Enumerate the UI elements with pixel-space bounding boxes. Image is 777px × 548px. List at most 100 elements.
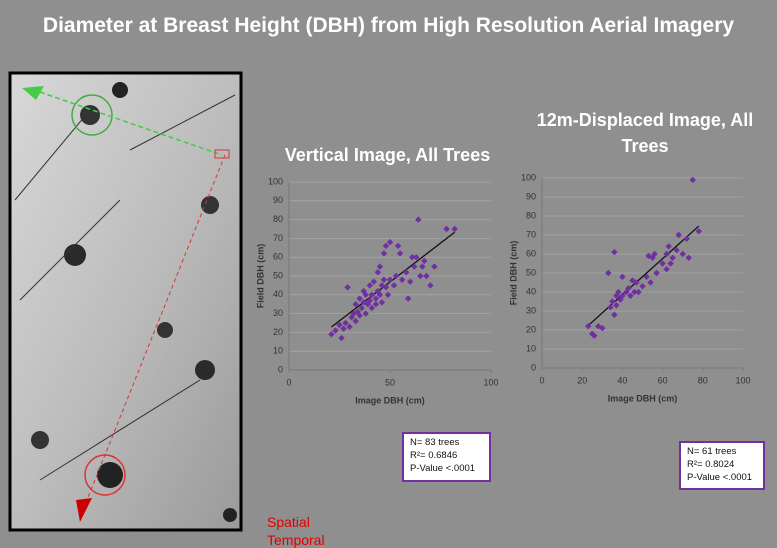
data-point [392,272,400,280]
stats-line: P-Value <.0001 [687,472,753,483]
data-point [623,288,630,296]
data-point [380,276,388,283]
data-point [665,243,672,250]
data-point [625,285,632,292]
data-point [669,254,676,261]
chart-title: 12m-Displaced Image, All Trees [536,110,754,156]
y-tick-label: 70 [273,233,283,243]
data-point [352,317,359,325]
stats-line: P-Value <.0001 [410,463,476,474]
data-point [368,304,376,312]
chart-title: Vertical Image, All Trees [284,145,491,165]
data-point [404,295,412,302]
data-point [421,257,428,265]
x-axis-label: Image DBH (cm) [355,395,425,405]
data-point [352,301,359,308]
y-tick-label: 20 [526,324,536,334]
x-tick-label: 20 [577,375,587,385]
note-text: Spatial [267,514,310,530]
trend-line [587,225,700,327]
x-tick-label: 60 [658,375,668,385]
data-point [615,288,622,296]
data-point [685,254,692,261]
data-point [643,273,650,280]
data-point [402,269,410,276]
data-point [368,291,376,298]
y-tick-label: 20 [273,327,283,337]
data-point [374,269,382,276]
data-point [336,321,343,329]
data-point [675,231,682,239]
data-point [372,301,380,308]
data-point [417,272,424,280]
data-point [427,282,434,289]
data-point [382,284,390,291]
data-point [362,310,369,317]
data-point [332,327,339,334]
aerial-image [8,71,243,532]
data-point [423,272,430,280]
y-axis-label: Field DBH (cm) [508,241,518,306]
x-tick-label: 0 [539,375,544,385]
stats-line: N= 83 trees [410,437,460,448]
y-tick-label: 80 [273,214,283,224]
y-tick-label: 30 [526,305,536,315]
data-point [415,216,422,223]
data-point [356,312,363,319]
stats-line: R²= 0.8024 [687,459,735,470]
data-point [649,254,656,261]
data-point [647,279,654,286]
data-point [419,263,426,270]
y-tick-label: 10 [526,343,536,353]
data-point [695,228,702,235]
data-point [611,311,618,318]
data-point [633,279,640,286]
y-tick-label: 60 [273,252,283,262]
y-tick-label: 50 [526,267,536,277]
data-point [380,250,388,257]
x-tick-label: 50 [385,377,395,387]
note-text: Temporal [267,532,325,548]
data-point [609,298,616,305]
y-tick-label: 60 [526,248,536,258]
data-point [386,238,394,246]
data-point [328,331,335,338]
data-point [679,250,686,258]
y-tick-label: 0 [531,362,536,372]
data-point [413,254,420,261]
data-point [443,225,450,233]
data-point [362,291,369,298]
stats-line: N= 61 trees [687,446,737,457]
data-point [663,250,670,258]
y-tick-label: 100 [521,172,536,182]
data-point [376,291,384,298]
data-point [667,260,674,267]
y-axis-label: Field DBH (cm) [255,244,265,309]
data-point [372,295,380,302]
data-point [394,242,402,250]
data-point [366,297,373,304]
y-tick-label: 70 [526,229,536,239]
data-point [411,263,418,270]
data-point [599,324,606,332]
data-point [346,323,353,330]
data-point [653,269,660,277]
data-point [629,277,636,284]
data-point [631,288,638,296]
y-tick-label: 40 [526,286,536,296]
data-point [619,292,626,299]
data-point [344,284,351,291]
y-tick-label: 80 [526,210,536,220]
slide-title: Diameter at Breast Height (DBH) from Hig… [42,14,735,37]
data-point [627,292,634,299]
data-point [635,288,642,296]
data-point [358,304,365,312]
x-tick-label: 80 [698,375,708,385]
y-tick-label: 100 [268,176,283,186]
data-point [663,266,670,273]
data-point [639,283,646,290]
data-point [378,299,386,306]
data-point [366,282,373,289]
data-point [376,263,384,270]
